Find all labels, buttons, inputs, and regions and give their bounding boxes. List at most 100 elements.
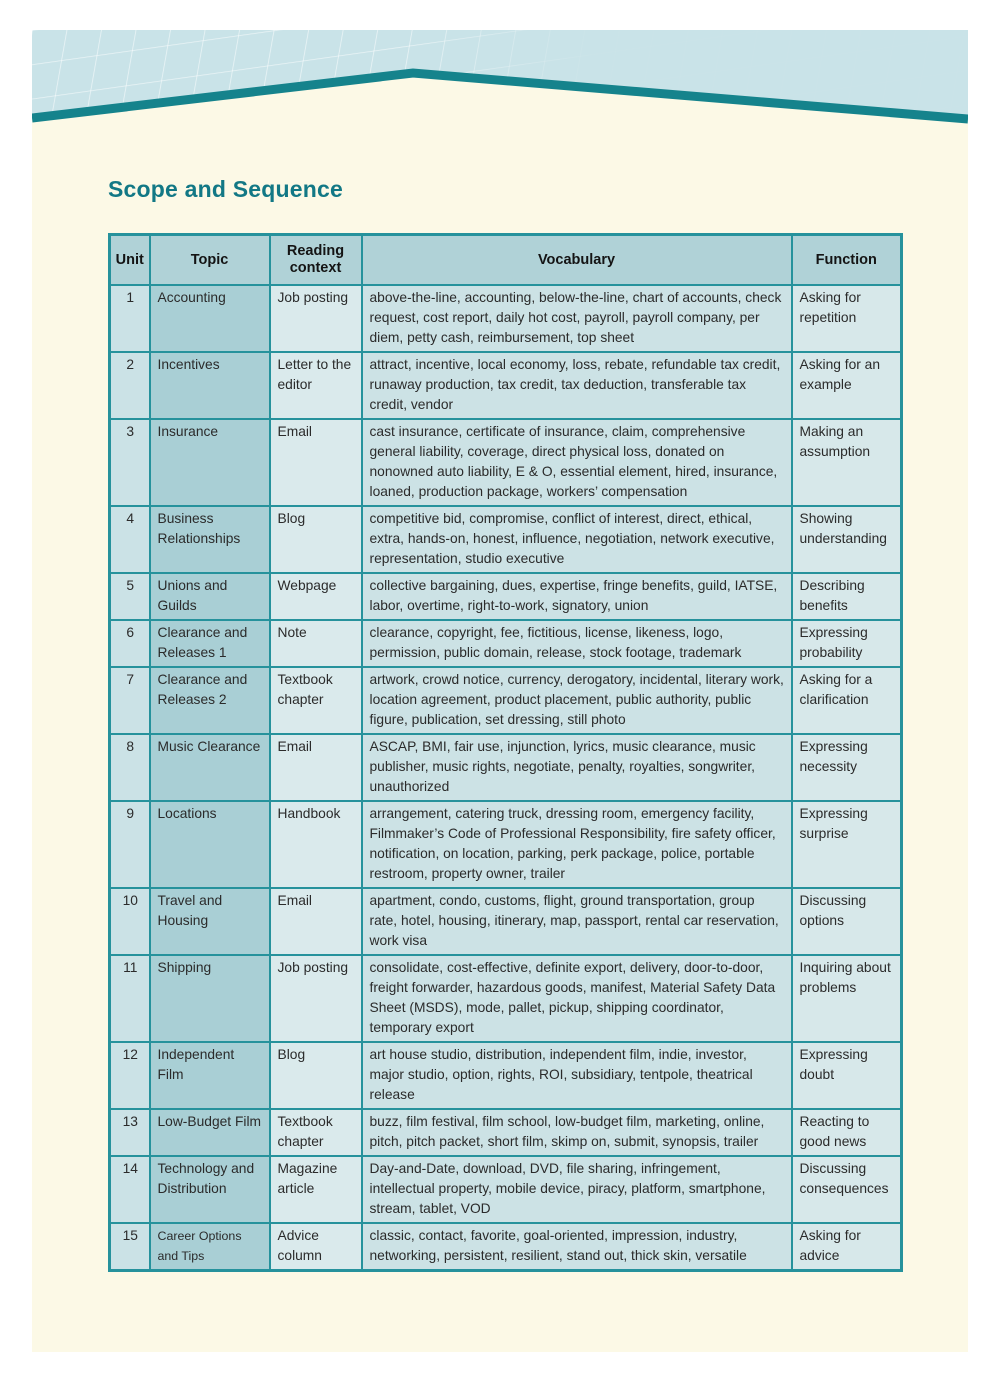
cell-unit: 10 (108, 887, 151, 956)
cell-context: Job posting (268, 284, 363, 353)
cell-topic: Clearance and Releases 1 (148, 619, 271, 668)
table-row: 7 Clearance and Releases 2 Textbook chapte… (108, 666, 903, 735)
cell-function: Reacting to good news (790, 1108, 903, 1157)
cell-topic: Travel and Housing (148, 887, 271, 956)
table-row: 1 Accounting Job posting above-the-line, ac… (108, 284, 903, 353)
cell-vocabulary: art house studio, distribution, independ… (360, 1041, 793, 1110)
cell-unit: 12 (108, 1041, 151, 1110)
cell-vocabulary: competitive bid, compromise, conflict of… (360, 505, 793, 574)
cell-function: Describing benefits (790, 572, 903, 621)
cell-vocabulary: consolidate, cost-effective, definite ex… (360, 954, 793, 1043)
header-topic: Topic (148, 233, 271, 286)
cell-context: Magazine article (268, 1155, 363, 1224)
cell-context: Webpage (268, 572, 363, 621)
table-row: 5 Unions and Guilds Webpage collective barg… (108, 572, 903, 621)
table-row: 3 Insurance Email cast insurance, certifica… (108, 418, 903, 507)
cell-vocabulary: arrangement, catering truck, dressing ro… (360, 800, 793, 889)
cell-vocabulary: ASCAP, BMI, fair use, injunction, lyrics… (360, 733, 793, 802)
cell-topic: Independent Film (148, 1041, 271, 1110)
cell-vocabulary: classic, contact, favorite, goal-oriente… (360, 1222, 793, 1272)
table-row: 8 Music Clearance Email ASCAP, BMI, fair us… (108, 733, 903, 802)
cell-function: Expressing necessity (790, 733, 903, 802)
header-vocabulary: Vocabulary (360, 233, 793, 286)
scope-sequence-table: Unit Topic Reading context Vocabulary Fu… (108, 233, 903, 1272)
cell-function: Discussing consequences (790, 1155, 903, 1224)
cell-function: Expressing surprise (790, 800, 903, 889)
cell-context: Textbook chapter (268, 666, 363, 735)
cell-unit: 2 (108, 351, 151, 420)
cell-context: Email (268, 733, 363, 802)
cell-topic: Incentives (148, 351, 271, 420)
table-row: 6 Clearance and Releases 1 Note clearance, … (108, 619, 903, 668)
document-page: Scope and Sequence Unit Topic Reading co… (32, 30, 968, 1352)
table-row: 9 Locations Handbook arrangement, catering … (108, 800, 903, 889)
cell-context: Note (268, 619, 363, 668)
cell-unit: 3 (108, 418, 151, 507)
table-row: 15 Career Options and Tips Advice column cl… (108, 1222, 903, 1272)
cell-vocabulary: artwork, crowd notice, currency, derogat… (360, 666, 793, 735)
cell-context: Blog (268, 505, 363, 574)
cell-function: Discussing options (790, 887, 903, 956)
cell-unit: 13 (108, 1108, 151, 1157)
cell-function: Making an assumption (790, 418, 903, 507)
cell-unit: 14 (108, 1155, 151, 1224)
table-row: 12 Independent Film Blog art house studio, … (108, 1041, 903, 1110)
table-row: 13 Low-Budget Film Textbook chapter buzz, f… (108, 1108, 903, 1157)
cell-function: Asking for an example (790, 351, 903, 420)
table-row: 2 Incentives Letter to the editor attract, … (108, 351, 903, 420)
cell-context: Email (268, 418, 363, 507)
table-row: 14 Technology and Distribution Magazine ar… (108, 1155, 903, 1224)
cell-context: Job posting (268, 954, 363, 1043)
cell-unit: 6 (108, 619, 151, 668)
cell-vocabulary: apartment, condo, customs, flight, groun… (360, 887, 793, 956)
cell-topic: Music Clearance (148, 733, 271, 802)
cell-function: Showing understanding (790, 505, 903, 574)
cell-topic: Clearance and Releases 2 (148, 666, 271, 735)
cell-unit: 8 (108, 733, 151, 802)
cell-vocabulary: attract, incentive, local economy, loss,… (360, 351, 793, 420)
cell-topic: Career Options and Tips (148, 1222, 271, 1272)
table-header-row: Unit Topic Reading context Vocabulary Fu… (108, 233, 903, 286)
cell-topic: Low-Budget Film (148, 1108, 271, 1157)
teal-stripe (32, 68, 968, 124)
cell-context: Email (268, 887, 363, 956)
cell-context: Blog (268, 1041, 363, 1110)
cell-topic: Shipping (148, 954, 271, 1043)
cell-function: Asking for repetition (790, 284, 903, 353)
table-row: 11 Shipping Job posting consolidate, cost-e… (108, 954, 903, 1043)
cell-context: Textbook chapter (268, 1108, 363, 1157)
table-row: 10 Travel and Housing Email apartment, cond… (108, 887, 903, 956)
decorative-header-band (32, 30, 968, 124)
cell-vocabulary: Day-and-Date, download, DVD, file sharin… (360, 1155, 793, 1224)
cell-topic: Unions and Guilds (148, 572, 271, 621)
cell-vocabulary: clearance, copyright, fee, fictitious, l… (360, 619, 793, 668)
cell-topic: Insurance (148, 418, 271, 507)
header-reading-context: Reading context (268, 233, 363, 286)
cell-function: Expressing doubt (790, 1041, 903, 1110)
cell-topic: Locations (148, 800, 271, 889)
cell-context: Handbook (268, 800, 363, 889)
cell-topic: Business Relationships (148, 505, 271, 574)
cell-unit: 15 (108, 1222, 151, 1272)
page-title: Scope and Sequence (108, 176, 343, 202)
cell-unit: 11 (108, 954, 151, 1043)
cell-unit: 7 (108, 666, 151, 735)
cell-context: Letter to the editor (268, 351, 363, 420)
cell-vocabulary: above-the-line, accounting, below-the-li… (360, 284, 793, 353)
table-row: 4 Business Relationships Blog competitive b… (108, 505, 903, 574)
cell-unit: 4 (108, 505, 151, 574)
cell-unit: 5 (108, 572, 151, 621)
cell-function: Expressing probability (790, 619, 903, 668)
cell-topic: Accounting (148, 284, 271, 353)
cell-function: Inquiring about problems (790, 954, 903, 1043)
cell-vocabulary: buzz, film festival, film school, low-bu… (360, 1108, 793, 1157)
cell-vocabulary: cast insurance, certificate of insurance… (360, 418, 793, 507)
cell-function: Asking for a clarification (790, 666, 903, 735)
cell-context: Advice column (268, 1222, 363, 1272)
cell-unit: 9 (108, 800, 151, 889)
header-function: Function (790, 233, 903, 286)
cell-function: Asking for advice (790, 1222, 903, 1272)
cell-unit: 1 (108, 284, 151, 353)
header-unit: Unit (108, 233, 151, 286)
cell-topic: Technology and Distribution (148, 1155, 271, 1224)
